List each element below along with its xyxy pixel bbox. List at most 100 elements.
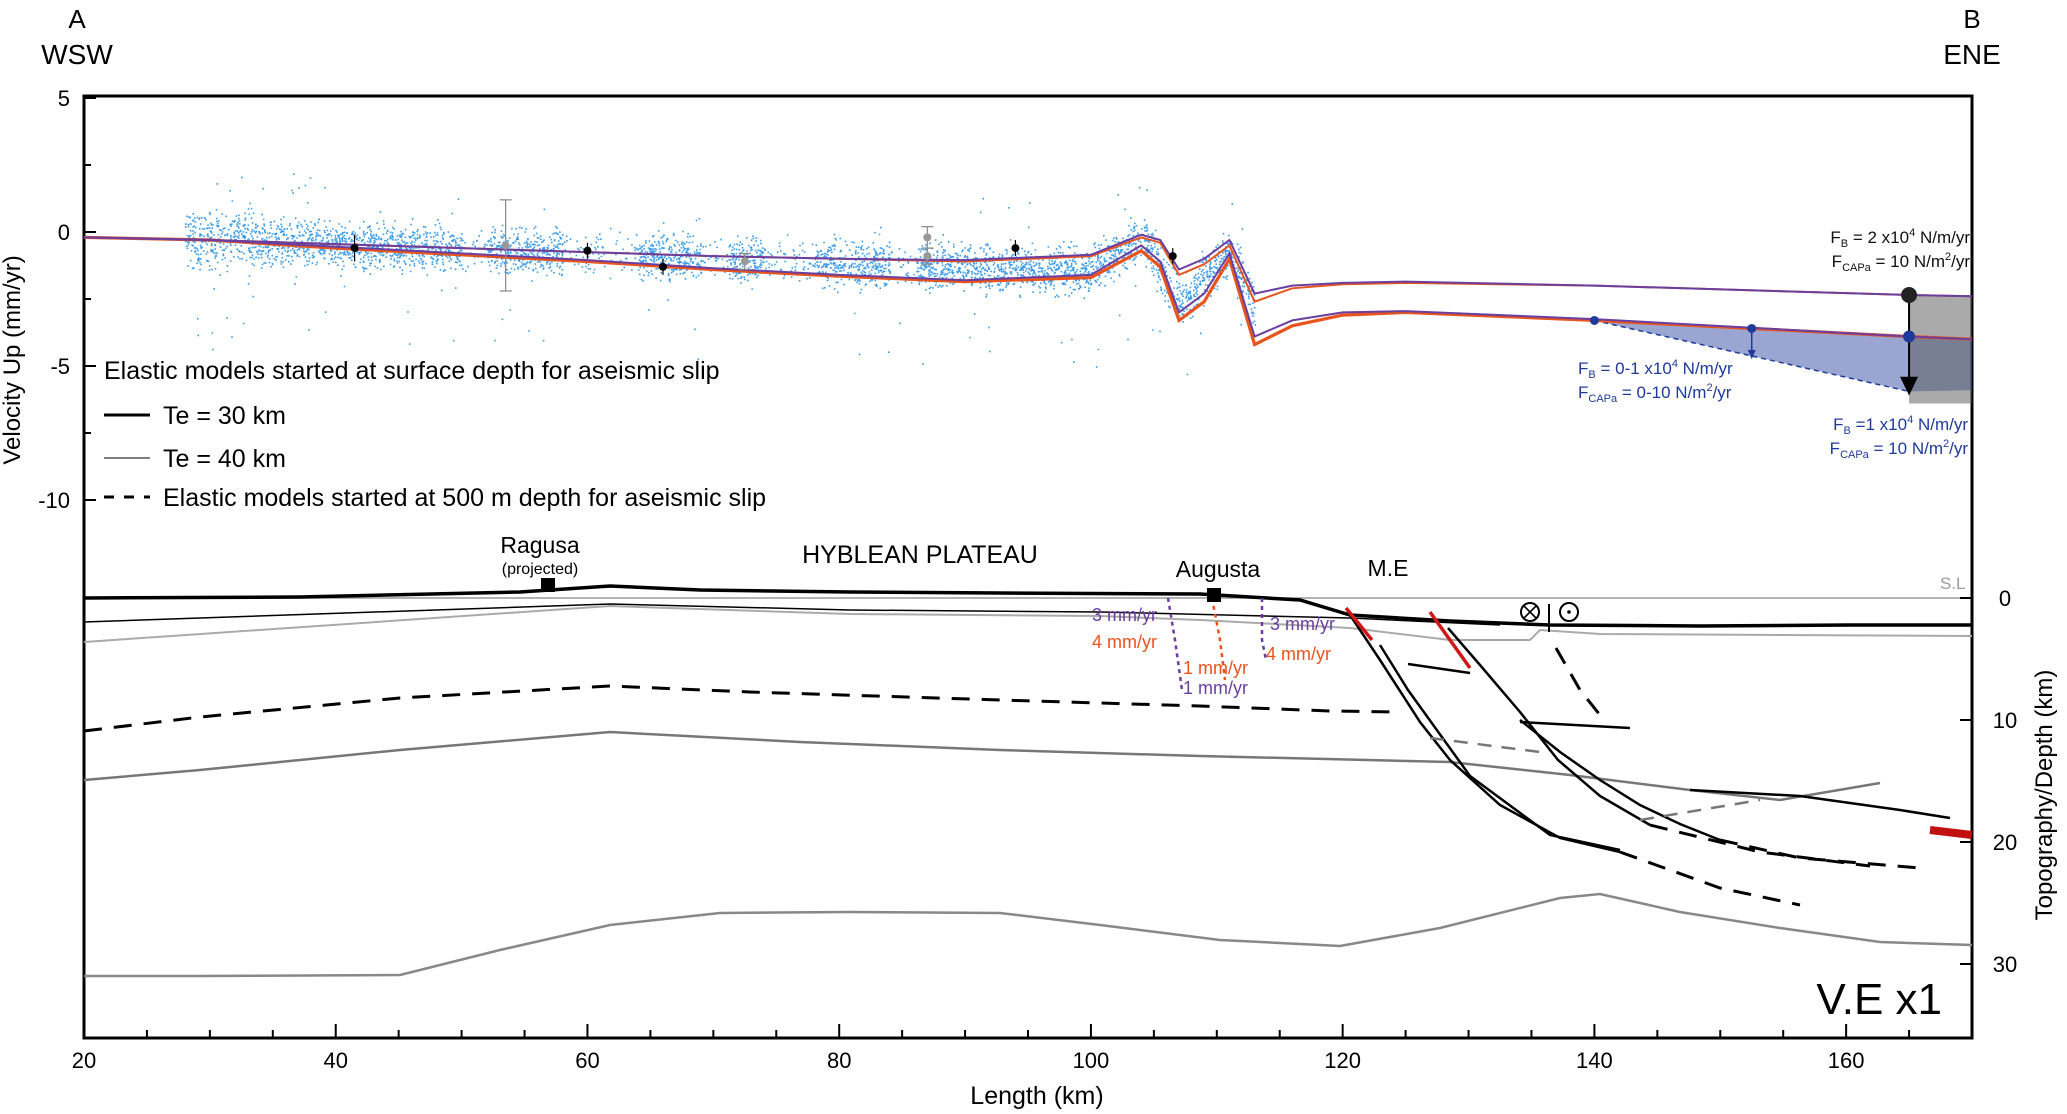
force-arrowhead bbox=[1900, 376, 1919, 396]
model-line bbox=[83, 235, 1973, 347]
annotation-fb-mid: FB = 0-1 x104 N/m/yr bbox=[1578, 358, 1733, 381]
legend-te40-label: Te = 40 km bbox=[163, 445, 286, 473]
gps-point bbox=[923, 233, 932, 242]
gps-point bbox=[583, 246, 592, 255]
force-range-blue bbox=[1594, 320, 1972, 392]
malta-escarpment-label: M.E bbox=[1368, 555, 1409, 581]
x-tick-label: 80 bbox=[827, 1048, 851, 1073]
fault-4-dashed bbox=[1719, 838, 1921, 870]
strike-slip-away-icon bbox=[1520, 602, 1540, 622]
horizon-grey-1 bbox=[83, 604, 1973, 643]
gps-point bbox=[923, 252, 932, 261]
topography-line bbox=[83, 584, 1972, 628]
force-center-arrowhead bbox=[1747, 349, 1756, 360]
annotation-fc-top: FCAPa = 10 N/m2/yr bbox=[1832, 251, 1971, 274]
rate-label-1-purple: 1 mm/yr bbox=[1183, 678, 1248, 698]
velocity-panel: 5 0 -5 -10 Velocity Up (mm/yr) Elastic mode… bbox=[0, 86, 1973, 513]
horizon-grey-deep bbox=[84, 892, 1973, 978]
gps-point bbox=[658, 262, 667, 271]
legend-dashed-label: Elastic models started at 500 m depth fo… bbox=[163, 484, 766, 512]
depth-tick-label: 10 bbox=[1993, 708, 2017, 733]
fault-red-slab bbox=[1929, 826, 1973, 839]
velocity-tick-label: -10 bbox=[38, 488, 70, 513]
rate-label-1-orange: 1 mm/yr bbox=[1183, 658, 1248, 678]
rate-label-4-left: 4 mm/yr bbox=[1092, 632, 1157, 652]
thrust-dashed-1 bbox=[1429, 736, 1541, 754]
shaded-ranges bbox=[1594, 294, 1972, 404]
thrust-segment-2 bbox=[1519, 720, 1631, 730]
x-tick-label: 20 bbox=[72, 1048, 96, 1073]
x-tick-label: 100 bbox=[1073, 1048, 1110, 1073]
horizon-black-1 bbox=[83, 603, 1501, 626]
legend-te30-label: Te = 30 km bbox=[163, 402, 286, 430]
rate-arrow-purple-1 bbox=[1166, 597, 1184, 691]
x-tick-label: 60 bbox=[575, 1048, 599, 1073]
rate-label-3-left: 3 mm/yr bbox=[1092, 605, 1157, 625]
fault-3-dashed bbox=[1554, 647, 1602, 716]
force-top-marker bbox=[1901, 286, 1918, 303]
velocity-tick-label: -5 bbox=[50, 354, 70, 379]
gps-point bbox=[740, 257, 749, 266]
thrust-dashed-2 bbox=[1639, 798, 1761, 822]
sea-level-label: S.L bbox=[1940, 574, 1966, 593]
annotation-fc-bot: FCAPa = 10 N/m2/yr bbox=[1830, 438, 1969, 461]
annotation-fc-mid: FCAPa = 0-10 N/m2/yr bbox=[1578, 382, 1732, 405]
section-start-direction: WSW bbox=[41, 39, 113, 70]
x-tick-label: 140 bbox=[1576, 1048, 1613, 1073]
section-start-letter: A bbox=[68, 4, 86, 34]
gps-points bbox=[350, 199, 1177, 292]
velocity-tick-label: 0 bbox=[58, 220, 70, 245]
depth-axis: 0 10 20 30 bbox=[1960, 586, 2017, 977]
augusta-label: Augusta bbox=[1176, 556, 1261, 582]
strike-slip-toward-icon bbox=[1559, 602, 1579, 622]
rate-arrow-orange-1 bbox=[1210, 597, 1227, 681]
augusta-marker bbox=[1207, 588, 1221, 602]
length-axis: 20 40 60 80 100 120 140 160 bbox=[72, 1024, 1973, 1073]
fault-3 bbox=[1519, 719, 1721, 842]
force-range-grey bbox=[1909, 294, 1972, 404]
thrust-segment-1 bbox=[1407, 662, 1471, 675]
force-mid-marker bbox=[1903, 330, 1916, 343]
depth-tick-label: 20 bbox=[1993, 830, 2017, 855]
annotation-fb-top: FB = 2 x104 N/m/yr bbox=[1830, 227, 1970, 250]
velocity-axis: 5 0 -5 -10 bbox=[38, 86, 96, 513]
legend-title: Elastic models started at surface depth … bbox=[104, 357, 720, 385]
force-left-marker bbox=[1589, 315, 1599, 325]
x-tick-label: 160 bbox=[1828, 1048, 1865, 1073]
ragusa-sublabel: (projected) bbox=[502, 561, 578, 578]
rate-label-4-right: 4 mm/yr bbox=[1266, 644, 1331, 664]
horizon-grey-2 bbox=[83, 730, 1881, 802]
rate-arrow-purple-2 bbox=[1260, 598, 1268, 661]
fault-1 bbox=[1348, 614, 1621, 854]
gps-point bbox=[501, 241, 510, 250]
fault-1-dashed bbox=[1619, 850, 1801, 907]
velocity-tick-label: 5 bbox=[58, 86, 70, 111]
section-end-direction: ENE bbox=[1943, 39, 2001, 70]
length-axis-label: Length (km) bbox=[970, 1082, 1103, 1110]
fault-red-2 bbox=[1428, 610, 1472, 670]
annotation-fb-bot: FB =1 x104 N/m/yr bbox=[1833, 414, 1968, 437]
x-tick-label: 40 bbox=[323, 1048, 347, 1073]
model-line bbox=[83, 236, 1973, 341]
gps-point bbox=[350, 244, 359, 253]
hyblean-plateau-label: HYBLEAN PLATEAU bbox=[802, 541, 1038, 569]
fault-red-1 bbox=[1344, 606, 1374, 642]
fault-me bbox=[1378, 644, 1621, 852]
vertical-exaggeration-label: V.E x1 bbox=[1816, 975, 1942, 1024]
depth-axis-label: Topography/Depth (km) bbox=[2031, 670, 2058, 921]
ragusa-marker bbox=[541, 578, 555, 592]
gps-point bbox=[1011, 244, 1020, 253]
thrust-segment-3 bbox=[1689, 788, 1951, 820]
depth-tick-label: 0 bbox=[1999, 586, 2011, 611]
gps-point bbox=[1168, 252, 1177, 261]
horizon-dashed bbox=[83, 684, 1401, 733]
section-end-letter: B bbox=[1963, 4, 1980, 34]
model-line bbox=[83, 233, 1973, 298]
velocity-axis-label: Velocity Up (mm/yr) bbox=[0, 255, 26, 464]
cross-section-panel: S.L bbox=[83, 532, 2058, 1024]
ragusa-label: Ragusa bbox=[500, 532, 579, 558]
model-lines bbox=[83, 233, 1973, 396]
rate-label-3-right: 3 mm/yr bbox=[1270, 614, 1335, 634]
depth-tick-label: 30 bbox=[1993, 952, 2017, 977]
